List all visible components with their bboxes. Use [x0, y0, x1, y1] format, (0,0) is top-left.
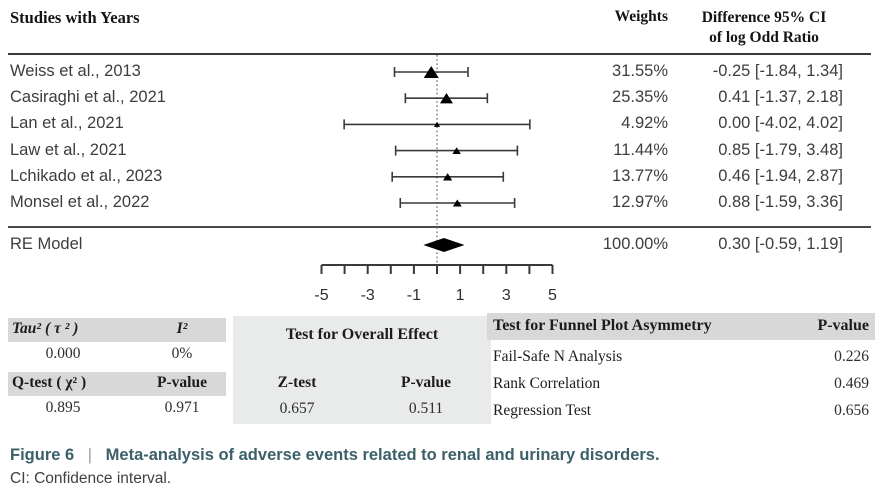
funnel-row-value: 0.656 [834, 402, 869, 419]
study-point-marker [423, 65, 439, 79]
study-weight: 11.44% [613, 140, 668, 159]
study-weight: 31.55% [612, 62, 668, 80]
summary-divider-line [8, 226, 871, 228]
study-weight: 13.77% [612, 166, 668, 185]
study-estimate: 0.41 [-1.37, 2.18] [718, 88, 843, 107]
funnel-row-label: Regression Test [493, 402, 592, 419]
study-weight: 25.35% [612, 88, 668, 107]
figure-number-label: Figure 6 [10, 446, 75, 464]
study-point-marker [439, 93, 453, 104]
overall-pvalue-header: P-value [401, 374, 451, 391]
overall-effect-panel: Test for Overall Effect Z-test P-value 0… [233, 316, 491, 424]
study-weight: 12.97% [612, 193, 668, 211]
funnel-row-label: Rank Correlation [493, 375, 601, 392]
funnel-header-band [487, 313, 875, 340]
difference-header-line1: Difference 95% CI [701, 9, 827, 26]
summary-weight: 100.00% [602, 235, 668, 253]
study-estimate: 0.46 [-1.94, 2.87] [718, 166, 843, 185]
study-label: Casiraghi et al., 2021 [10, 88, 166, 107]
x-axis-tick-label: 1 [456, 287, 465, 304]
heterogeneity-header-band-1 [8, 318, 226, 342]
study-point-marker [452, 147, 461, 154]
x-axis-tick-label: 5 [548, 287, 557, 304]
difference-header-line2: of log Odd Ratio [709, 29, 819, 46]
summary-label: RE Model [10, 235, 83, 253]
study-point-marker [433, 121, 441, 127]
x-axis-tick-label: -5 [314, 287, 328, 304]
study-point-marker [443, 173, 453, 181]
overall-effect-title: Test for Overall Effect [285, 326, 439, 343]
funnel-title: Test for Funnel Plot Asymmetry [493, 317, 712, 334]
qtest-value: 0.895 [45, 399, 81, 416]
tau2-header: Tau² ( τ ² ) [12, 320, 79, 337]
qtest-pvalue: 0.971 [164, 399, 200, 416]
funnel-row-value: 0.226 [834, 348, 869, 365]
forest-plot-canvas: -5 -3 -1 1 3 5 [314, 55, 557, 304]
x-axis-tick-label: -1 [407, 287, 421, 304]
x-axis-tick-label: -3 [361, 287, 375, 304]
study-point-marker [452, 199, 462, 207]
overall-pvalue: 0.511 [408, 400, 444, 417]
studies-column-header: Studies with Years [10, 8, 140, 27]
study-label: Law et al., 2021 [10, 140, 127, 159]
study-estimate: 0.85 [-1.79, 3.48] [718, 140, 843, 159]
tau2-value: 0.000 [45, 345, 81, 362]
study-label: Lan et al., 2021 [10, 114, 124, 133]
i2-header: I² [176, 320, 188, 337]
caption-note: CI: Confidence interval. [10, 470, 172, 487]
study-label: Lchikado et al., 2023 [10, 166, 163, 185]
header-divider-line [8, 53, 871, 55]
study-estimate: 0.00 [-4.02, 4.02] [718, 114, 843, 133]
i2-value: 0% [171, 345, 193, 362]
study-estimate: -0.25 [-1.84, 1.34] [712, 62, 843, 80]
weights-column-header: Weights [614, 8, 668, 25]
study-label: Weiss et al., 2013 [10, 62, 141, 80]
qtest-header: Q-test ( χ² ) [12, 374, 87, 391]
summary-estimate: 0.30 [-0.59, 1.19] [718, 235, 843, 253]
caption-separator: | [87, 446, 93, 464]
study-label: Monsel et al., 2022 [10, 193, 150, 211]
figure-caption: Figure 6 | Meta-analysis of adverse even… [10, 446, 660, 465]
study-weight: 4.92% [621, 114, 668, 133]
heterogeneity-header-band-2 [8, 372, 226, 396]
caption-text: Meta-analysis of adverse events related … [105, 446, 660, 464]
qtest-pvalue-header: P-value [157, 374, 207, 391]
difference-column-header: Difference 95% CI of log Odd Ratio [668, 8, 860, 48]
funnel-row-value: 0.469 [834, 375, 869, 392]
x-axis-tick-label: 3 [502, 287, 511, 304]
funnel-pvalue-header: P-value [817, 317, 869, 334]
summary-diamond [423, 238, 465, 252]
study-estimate: 0.88 [-1.59, 3.36] [718, 193, 843, 211]
ztest-header: Z-test [277, 374, 317, 391]
ztest-value: 0.657 [279, 400, 315, 417]
funnel-row-label: Fail-Safe N Analysis [493, 348, 623, 365]
